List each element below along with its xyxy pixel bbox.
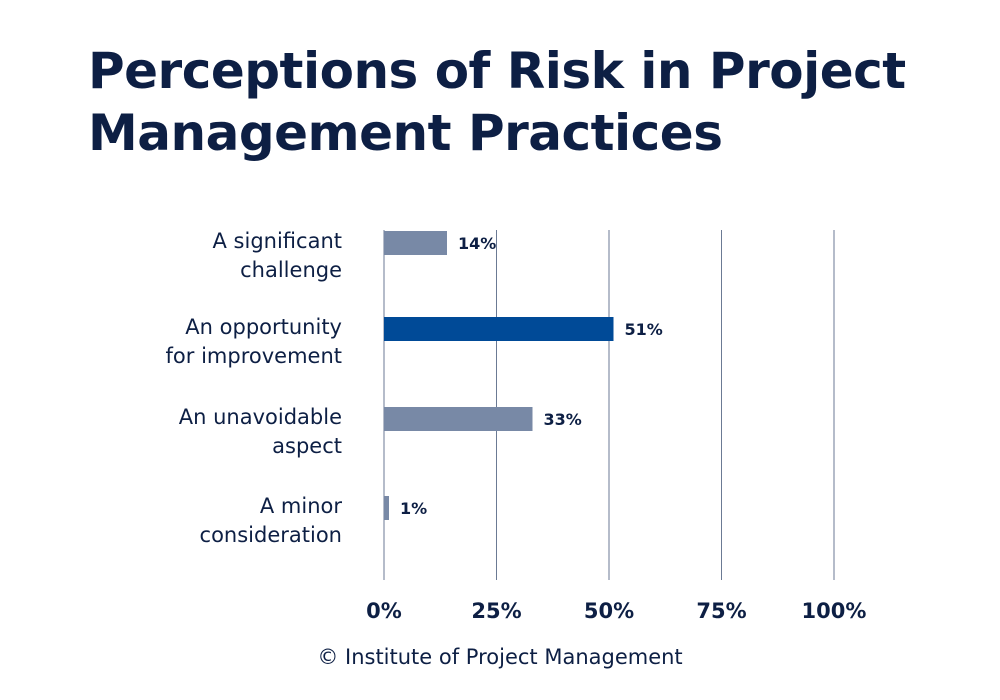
chart-title: Perceptions of Risk in Project Managemen… [88,40,968,164]
category-label-2: An unavoidable aspect [179,405,342,458]
category-label-1: An opportunity for improvement [166,315,342,368]
category-label-3-line-0: A minor [260,494,342,518]
bar-value-label-1: 51% [625,320,663,339]
bar-2 [384,407,533,431]
x-tick-label-100: 100% [802,599,867,623]
category-label-2-line-0: An unavoidable [179,405,342,429]
bar-value-label-0: 14% [458,234,496,253]
x-tick-label-50: 50% [584,599,634,623]
category-label-3-line-1: consideration [200,523,342,547]
copyright-footer: © Institute of Project Management [317,645,683,669]
bar-1 [384,317,614,341]
x-tick-label-0: 0% [366,599,402,623]
x-tick-label-75: 75% [696,599,746,623]
category-label-0-line-0: A significant [213,229,342,253]
bar-0 [384,231,447,255]
category-label-1-line-1: for improvement [166,344,342,368]
category-label-1-line-0: An opportunity [185,315,342,339]
category-label-3: A minor consideration [200,494,343,547]
chart-title-line-1: Perceptions of Risk in Project [88,42,906,100]
bar-3 [384,496,389,520]
category-label-2-line-1: aspect [272,434,342,458]
x-tick-label-25: 25% [471,599,521,623]
bar-value-label-2: 33% [544,410,582,429]
category-label-0-line-1: challenge [240,258,342,282]
chart-title-line-2: Management Practices [88,104,723,162]
bar-value-label-3: 1% [400,499,427,518]
category-label-0: A significant challenge [213,229,342,282]
